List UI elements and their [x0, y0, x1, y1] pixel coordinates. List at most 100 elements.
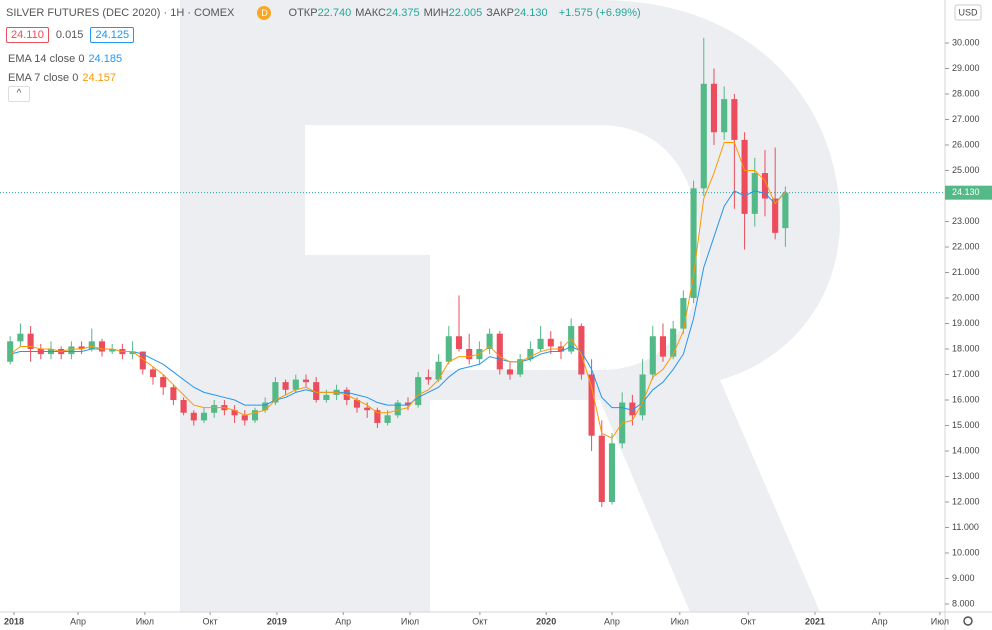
y-tick-label: 17.000: [952, 369, 980, 379]
candle-body: [394, 402, 401, 416]
y-tick-label: 10.000: [952, 547, 980, 557]
legend-entry[interactable]: EMA 14 close 0 24.185: [8, 50, 126, 69]
candle-body: [180, 399, 187, 413]
badge[interactable]: D: [257, 6, 272, 20]
candle-body: [445, 336, 452, 362]
candle-body: [710, 83, 718, 133]
candle-body: [17, 333, 24, 342]
candle-body: [78, 346, 85, 349]
stat-value: 22.005: [448, 7, 483, 19]
candle-body: [160, 377, 167, 388]
candle-body: [670, 328, 677, 357]
candle-body: [741, 139, 748, 214]
x-tick-label: Июл: [401, 616, 419, 626]
watermark: [180, 0, 840, 612]
candle-body: [170, 387, 177, 400]
candle-body: [139, 351, 146, 370]
stat-label: ОТКР: [288, 7, 318, 19]
x-tick-label: Апр: [872, 616, 888, 626]
candle-body: [98, 341, 106, 352]
symbol: SILVER FUTURES (DEC 2020) · 1H · COMEX: [6, 7, 235, 19]
ema-line: [10, 190, 786, 411]
y-tick-label: 13.000: [952, 471, 980, 481]
currency: USD: [958, 7, 978, 17]
y-tick-label: 14.000: [952, 445, 980, 455]
x-tick-label: Окт: [203, 616, 218, 626]
candle-body: [374, 410, 381, 423]
candle-body: [313, 382, 320, 400]
x-tick-label: Июл: [931, 616, 949, 626]
candle-body: [211, 405, 218, 413]
x-tick-label: Апр: [604, 616, 620, 626]
candle-body: [7, 341, 14, 362]
change: +1.575 (+6.99%): [558, 7, 641, 19]
candle-body: [364, 407, 371, 411]
candle-body: [466, 348, 473, 360]
candle-body: [588, 374, 595, 436]
candle-body: [598, 435, 605, 502]
y-tick-label: 12.000: [952, 496, 980, 506]
candle-body: [690, 188, 697, 298]
settings-icon[interactable]: [963, 616, 973, 626]
legend-value: 24.185: [88, 53, 123, 65]
candle-body: [680, 297, 687, 329]
x-tick-label: 2018: [4, 616, 24, 626]
candle-body: [353, 399, 361, 408]
x-tick-label: 2019: [267, 616, 287, 626]
candle-body: [68, 346, 75, 355]
stats: ОТКР22.740 МАКС24.375 МИН22.005 ЗАКР24.130: [289, 7, 552, 19]
candle-body: [721, 99, 728, 133]
candle-body: [527, 348, 534, 360]
y-tick-label: 21.000: [952, 267, 980, 277]
candle-body: [190, 412, 197, 421]
ask[interactable]: 24.125: [90, 27, 135, 43]
candle-body: [292, 379, 299, 390]
candle-body: [782, 192, 789, 229]
x-tick-label: Апр: [70, 616, 86, 626]
stat-value: 24.130: [514, 7, 548, 19]
candle-body: [700, 83, 707, 189]
legend-name: EMA 14 close 0: [8, 53, 85, 65]
candle-body: [425, 377, 432, 380]
candle-body: [282, 382, 289, 390]
currency-box[interactable]: [954, 4, 982, 21]
y-tick-label: 23.000: [952, 216, 980, 226]
candle-body: [435, 361, 442, 380]
y-tick-label: 15.000: [952, 420, 980, 430]
candle-body: [486, 333, 493, 349]
candle-body: [272, 382, 279, 403]
candle-body: [608, 443, 616, 502]
candle-body: [455, 336, 463, 349]
y-tick-label: 25.000: [952, 165, 980, 175]
candle-body: [302, 379, 310, 383]
stat-label: МИН: [423, 7, 449, 19]
candle-body: [537, 338, 544, 349]
candle-body: [517, 359, 524, 375]
candle-body: [149, 369, 157, 378]
x-tick-label: Окт: [741, 616, 756, 626]
candle-body: [761, 173, 769, 199]
candle-body: [88, 341, 95, 349]
candle-body: [659, 336, 667, 357]
bid[interactable]: 24.110: [6, 27, 49, 43]
candle-body: [109, 348, 116, 352]
legend-value: 24.157: [82, 72, 116, 84]
quote-row: 24.110 0.015 24.125: [6, 27, 138, 43]
ema-line: [9, 141, 786, 439]
candle-body: [262, 402, 269, 411]
y-tick-label: 9.000: [952, 573, 975, 583]
legend: EMA 14 close 0 24.185 EMA 7 close 0 24.157: [8, 50, 126, 88]
candle-body: [27, 333, 34, 349]
x-tick-label: 2021: [805, 616, 825, 626]
header-row: SILVER FUTURES (DEC 2020) · 1H · COMEX D…: [6, 6, 645, 20]
y-tick-label: 19.000: [952, 318, 980, 328]
stat-label: ЗАКР: [486, 7, 515, 19]
candle-body: [251, 410, 259, 421]
collapse-button[interactable]: ^: [8, 86, 30, 102]
candle-body: [323, 394, 330, 400]
legend-entry[interactable]: EMA 7 close 0 24.157: [8, 69, 126, 88]
candle-body: [629, 402, 636, 416]
candle-body: [751, 173, 758, 214]
